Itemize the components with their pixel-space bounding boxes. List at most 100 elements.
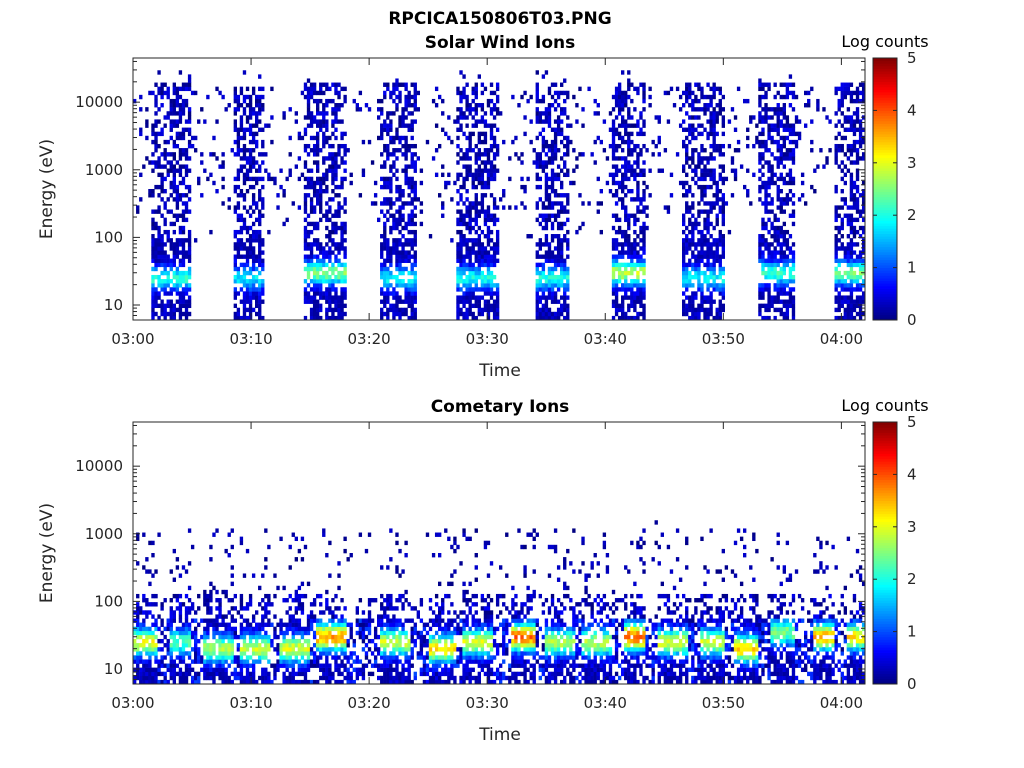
heatmap-cell [184,193,189,198]
heatmap-cell [779,160,783,165]
heatmap-cell [822,107,826,112]
heatmap-cell [483,234,488,239]
heatmap-cell [413,98,417,104]
heatmap-cell [785,303,790,309]
heatmap-cell [544,119,549,124]
heatmap-cell [316,197,320,202]
heatmap-cell [471,107,475,112]
heatmap-cell [383,299,387,304]
heatmap-cell [538,315,542,321]
heatmap-cell [627,164,631,169]
heatmap-cell [334,193,338,198]
heatmap-cell [148,667,152,673]
heatmap-cell [242,135,247,141]
heatmap-cell [255,311,259,317]
heatmap-cell [163,229,167,235]
heatmap-cell [712,127,716,132]
heatmap-cell [242,242,247,247]
heatmap-cell [407,217,411,223]
heatmap-cell [480,258,485,263]
heatmap-cell [691,242,695,247]
heatmap-cell [770,152,774,157]
heatmap-cell [184,168,189,173]
heatmap-cell [233,176,237,182]
heatmap-cell [556,315,561,321]
heatmap-cell [175,111,180,116]
heatmap-cell [639,262,643,268]
heatmap-cell [261,160,265,165]
heatmap-cell [456,127,460,132]
heatmap-cell [221,94,225,100]
heatmap-cell [535,291,539,296]
heatmap-cell [794,143,799,149]
heatmap-cell [834,234,838,239]
heatmap-cell [627,115,631,120]
heatmap-cell [178,172,183,178]
heatmap-cell [468,172,472,178]
heatmap-cell [322,115,326,120]
heatmap-cell [840,160,844,165]
heatmap-cell [255,123,259,128]
heatmap-cell [184,184,189,190]
heatmap-cell [261,86,265,92]
heatmap-cell [624,193,628,198]
heatmap-cell [337,82,341,87]
heatmap-cell [312,274,317,280]
heatmap-cell [791,274,796,280]
heatmap-cell [148,643,152,648]
heatmap-cell [187,622,192,627]
heatmap-cell [538,197,542,202]
heatmap-cell [779,283,783,288]
heatmap-cell [535,107,539,112]
heatmap-cell [184,127,189,132]
heatmap-cell [852,242,857,247]
heatmap-cell [343,152,347,157]
heatmap-cell [251,201,256,206]
heatmap-cell [852,299,857,304]
heatmap-cell [852,287,857,292]
heatmap-cell [462,156,466,161]
heatmap-cell [303,131,308,137]
heatmap-cell [764,283,768,288]
heatmap-cell [160,287,164,292]
heatmap-cell [459,127,463,132]
heatmap-cell [621,250,625,255]
heatmap-cell [572,180,576,186]
heatmap-cell [483,123,488,128]
heatmap-cell [621,123,625,128]
heatmap-cell [337,303,341,309]
heatmap-cell [306,299,311,304]
heatmap-cell [758,291,762,296]
heatmap-cell [486,274,491,280]
heatmap-cell [547,295,552,300]
heatmap-cell [492,307,497,313]
heatmap-cell [849,176,854,182]
heatmap-cell [264,152,268,157]
colorbar-segment [873,209,897,213]
colorbar-segment [873,280,897,284]
heatmap-cell [395,307,399,313]
heatmap-cell [261,103,265,108]
heatmap-cell [187,238,192,243]
heatmap-cell [560,283,564,288]
heatmap-cell [495,250,500,255]
heatmap-cell [184,279,189,284]
heatmap-cell [136,205,140,210]
heatmap-cell [151,651,155,656]
heatmap-cell [325,209,329,214]
heatmap-cell [383,274,387,280]
heatmap-cell [251,266,256,272]
heatmap-cell [855,279,860,284]
heatmap-cell [163,152,167,157]
heatmap-cell [621,180,625,186]
heatmap-cell [239,119,244,124]
heatmap-cell [386,295,390,300]
heatmap-cell [776,197,780,202]
heatmap-cell [154,139,158,145]
heatmap-cell [248,234,253,239]
heatmap-cell [624,283,628,288]
heatmap-cell [477,135,481,141]
heatmap-cell [343,143,347,149]
heatmap-cell [700,94,704,100]
heatmap-cell [456,152,460,157]
